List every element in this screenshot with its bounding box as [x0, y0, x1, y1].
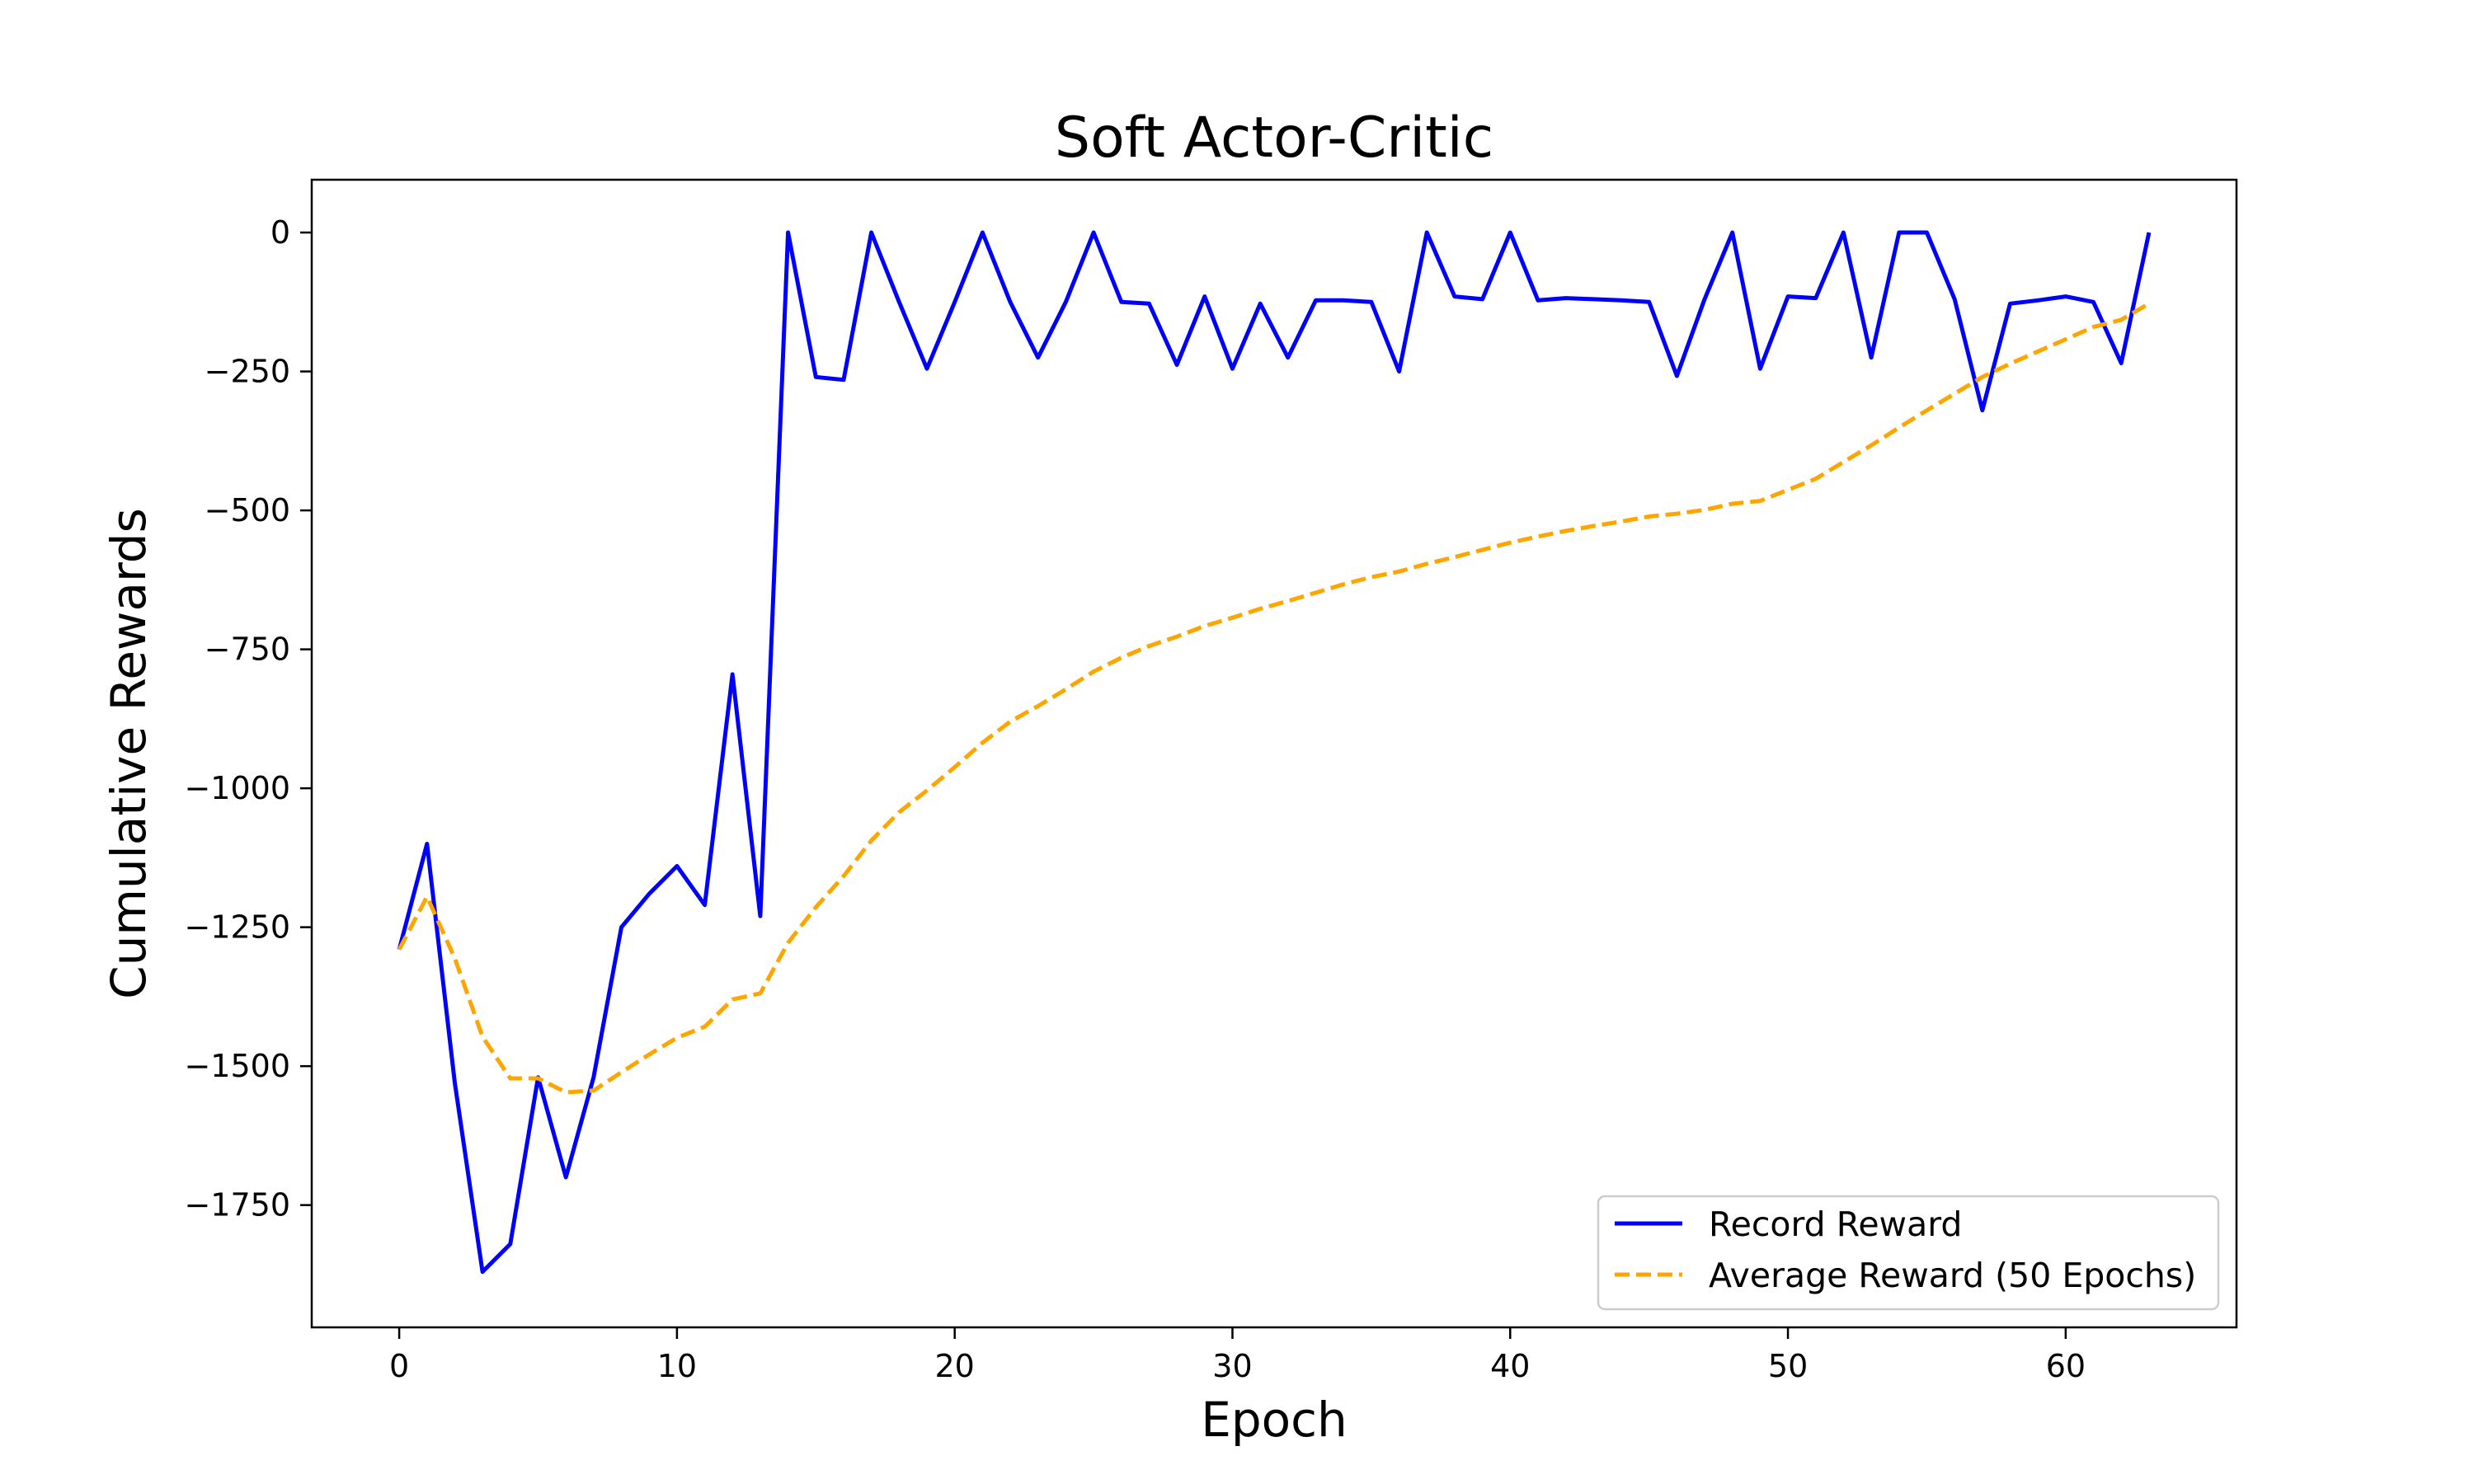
x-tick-label: 0 — [389, 1348, 409, 1384]
series-line-record-reward — [397, 230, 2152, 1275]
y-axis: 0 −250 −500 −750 −1000 −1250 −1500 −1750 — [184, 214, 312, 1223]
y-tick-label: 0 — [270, 214, 290, 251]
x-tick-label: 60 — [2046, 1348, 2086, 1384]
plot-area-frame — [310, 178, 2238, 1329]
y-tick-label: −1500 — [184, 1048, 290, 1084]
x-tick-label: 20 — [935, 1348, 975, 1384]
plot-content — [397, 230, 2152, 1275]
x-tick-label: 50 — [1768, 1348, 1808, 1384]
legend-box — [1597, 1195, 2220, 1311]
x-tick-label: 10 — [657, 1348, 697, 1384]
chart-title: Soft Actor-Critic — [1055, 106, 1493, 171]
x-tick-label: 40 — [1490, 1348, 1530, 1384]
series-line-average-reward — [397, 302, 2151, 1095]
legend-label-record-reward: Record Reward — [1709, 1205, 1962, 1244]
legend-label-average-reward: Average Reward (50 Epochs) — [1709, 1256, 2196, 1295]
x-tick-label: 30 — [1212, 1348, 1252, 1384]
y-tick-label: −250 — [205, 354, 290, 390]
y-tick-label: −750 — [205, 632, 290, 668]
y-tick-label: −1250 — [184, 909, 290, 946]
legend: Record Reward Average Reward (50 Epochs) — [1597, 1195, 2220, 1311]
y-tick-label: −1750 — [184, 1187, 290, 1223]
x-axis-title: Epoch — [1201, 1392, 1348, 1448]
x-axis: 0 10 20 30 40 50 60 — [389, 1327, 2086, 1384]
y-axis-title: Cumulative Rewards — [101, 508, 157, 999]
y-tick-label: −1000 — [184, 770, 290, 806]
y-tick-label: −500 — [205, 492, 290, 528]
